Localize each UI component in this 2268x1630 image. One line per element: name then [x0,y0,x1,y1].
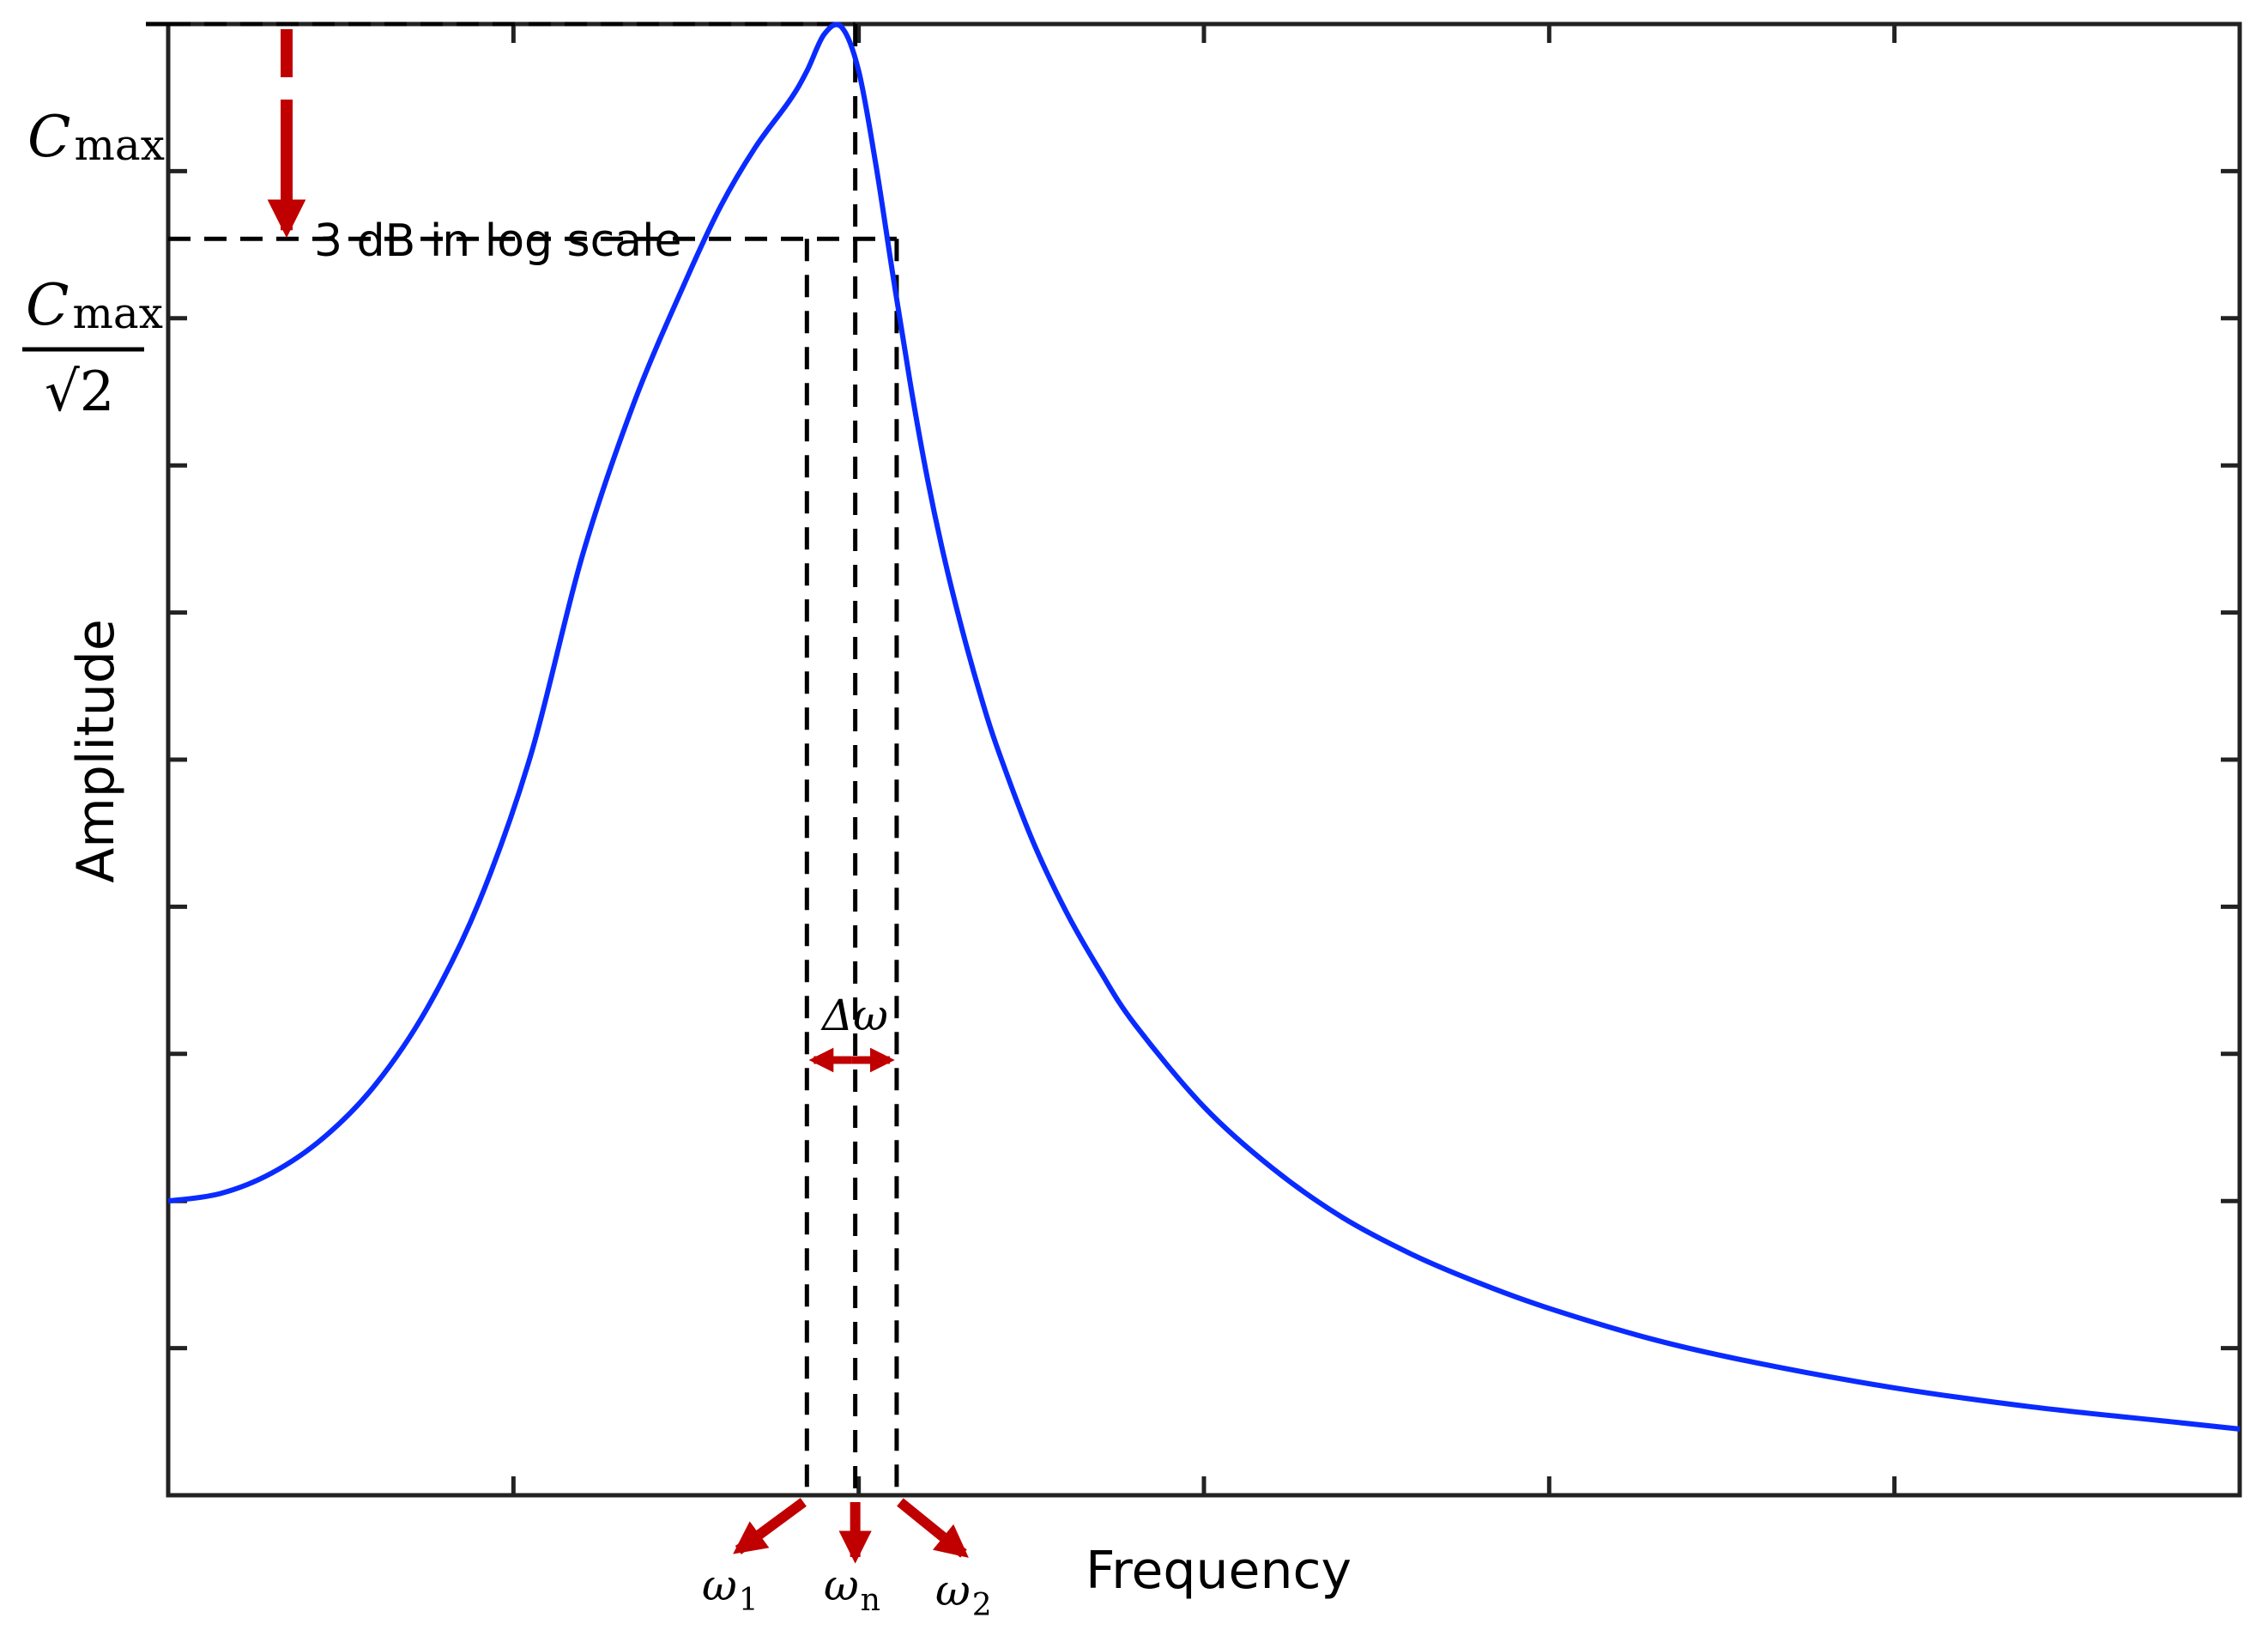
series-layer [167,21,2241,1432]
cmax-label: Cmax [27,104,165,170]
cmax-over-sqrt2-numerator: Cmax [26,272,163,338]
x-axis-label: Frequency [1086,1541,1352,1601]
x-ticks [511,24,1897,1495]
delta-omega-label: Δω [820,991,888,1040]
annotation-arrows [267,29,969,1564]
cmax-over-sqrt2-denominator: √2 [45,361,115,424]
three-db-note: 3 dB in log scale [314,215,682,267]
omega-n-label: ωn [824,1560,880,1618]
omega-1-label: ω1 [702,1560,759,1618]
omega-2-arrow [897,1498,969,1558]
omega-1-arrow [733,1498,807,1554]
guide-lines [146,21,899,1495]
y-axis-label: Amplitude [66,619,126,882]
series-line-0 [167,21,2241,1432]
omega-2-label: ω2 [935,1566,992,1623]
